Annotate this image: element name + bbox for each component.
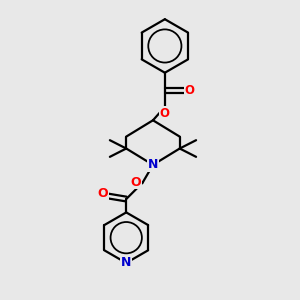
Text: N: N	[148, 158, 158, 171]
Text: N: N	[121, 256, 131, 269]
Text: O: O	[98, 187, 108, 200]
Text: O: O	[184, 84, 194, 97]
Text: O: O	[131, 176, 141, 189]
Text: O: O	[159, 107, 169, 120]
